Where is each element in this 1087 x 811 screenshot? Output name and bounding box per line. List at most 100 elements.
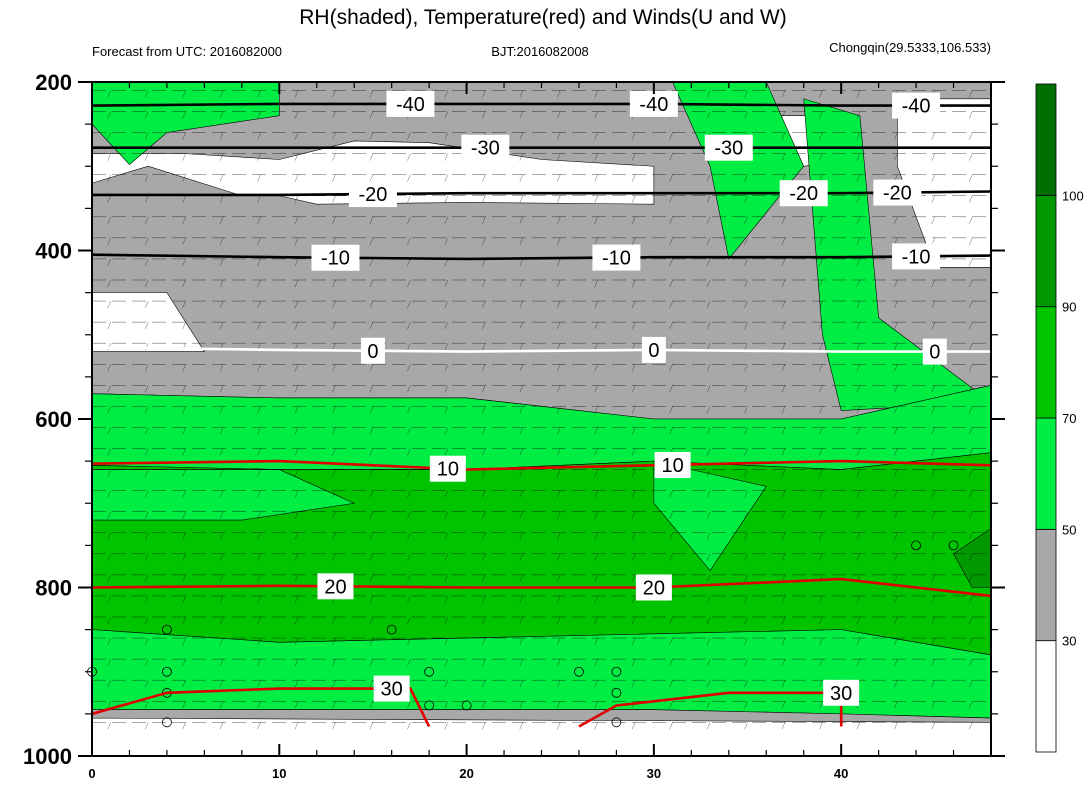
wind-barb-tick: [369, 279, 374, 288]
wind-barb-tick: [482, 322, 486, 330]
wind-barb-tick: [219, 659, 224, 667]
wind-barb-tick: [856, 469, 861, 477]
wind-barb-tick: [182, 448, 186, 456]
wind-barb-tick: [819, 553, 823, 561]
rh-light-patch-1: [653, 460, 767, 572]
wind-barb-tick: [519, 616, 524, 625]
wind-barb-tick: [556, 511, 561, 519]
wind-barb-tick: [969, 722, 973, 730]
wind-barb-tick: [444, 427, 449, 435]
wind-barb-tick: [819, 279, 823, 288]
wind-barb-tick: [107, 616, 111, 625]
wind-barb-tick: [219, 90, 224, 98]
wind-barb-tick: [294, 532, 299, 540]
wind-barb-tick: [931, 364, 936, 372]
wind-barb-tick: [706, 322, 711, 330]
wind-barb-tick: [669, 659, 673, 667]
wind-barb-tick: [894, 448, 898, 456]
wind-barb-tick: [519, 701, 524, 709]
wind-barb-tick: [482, 637, 486, 646]
wind-barb-tick: [781, 680, 786, 688]
wind-barb-tick: [519, 279, 524, 288]
wind-barb-tick: [819, 90, 823, 98]
wind-barb-tick: [444, 132, 449, 140]
wind-barb-tick: [294, 111, 299, 119]
wind-barb-tick: [182, 532, 186, 540]
wind-barb-tick: [781, 258, 786, 267]
calm-wind-circle: [424, 700, 435, 711]
contour-label: 30: [381, 679, 403, 701]
wind-barb-tick: [182, 616, 186, 625]
wind-barb-tick: [744, 448, 748, 456]
wind-barb-tick: [407, 469, 411, 477]
contour-label-box: [461, 134, 510, 161]
wind-barb-tick: [556, 595, 561, 604]
wind-barb-tick: [407, 195, 411, 203]
y-tick-label: 600: [35, 407, 72, 432]
wind-barb-tick: [594, 343, 598, 351]
wind-barb-tick: [182, 427, 186, 435]
wind-barb-tick: [744, 90, 748, 98]
wind-barb-tick: [856, 616, 861, 625]
wind-barb-tick: [669, 722, 673, 730]
wind-barb-tick: [969, 300, 973, 309]
wind-barb-tick: [219, 490, 224, 498]
wind-barb-tick: [706, 90, 711, 98]
wind-barb-tick: [631, 385, 636, 393]
wind-barb-tick: [969, 111, 973, 119]
wind-barb-tick: [631, 469, 636, 477]
wind-barb-tick: [744, 300, 748, 309]
wind-barb-tick: [856, 174, 861, 182]
x-tick-label: 10: [272, 766, 286, 781]
wind-barb-tick: [669, 279, 673, 288]
wind-barb-tick: [257, 511, 261, 519]
wind-barb-tick: [369, 385, 374, 393]
wind-barb-tick: [856, 511, 861, 519]
wind-barb-tick: [332, 195, 336, 203]
wind-barb-tick: [519, 574, 524, 582]
wind-barb-tick: [819, 616, 823, 625]
contour-label-box: [654, 451, 691, 478]
wind-barb-tick: [669, 132, 673, 140]
wind-barb-tick: [444, 300, 449, 309]
wind-barb-tick: [706, 532, 711, 540]
wind-barb-tick: [294, 279, 299, 288]
wind-barb-tick: [257, 595, 261, 604]
wind-barb-tick: [407, 595, 411, 604]
wind-barb-tick: [631, 300, 636, 309]
wind-barb-tick: [107, 680, 111, 688]
wind-barb-tick: [107, 279, 111, 288]
wind-barb-tick: [631, 322, 636, 330]
wind-barb-tick: [631, 595, 636, 604]
calm-wind-circle: [162, 717, 172, 728]
wind-barb-tick: [631, 616, 636, 625]
wind-barb-tick: [556, 237, 561, 245]
wind-barb-tick: [631, 553, 636, 561]
wind-barb-tick: [519, 722, 524, 730]
wind-barb-tick: [969, 237, 973, 245]
wind-barb-tick: [556, 680, 561, 688]
wind-barb-tick: [781, 490, 786, 498]
wind-barb-tick: [332, 153, 336, 161]
contour-label-box: [641, 336, 666, 363]
wind-barb-tick: [706, 448, 711, 456]
wind-barb-tick: [294, 406, 299, 414]
wind-barb-tick: [594, 427, 598, 435]
wind-barb-tick: [482, 701, 486, 709]
wind-barb-tick: [144, 680, 149, 688]
calm-wind-circle: [611, 717, 622, 728]
wind-barb-tick: [294, 427, 299, 435]
wind-barb-tick: [556, 722, 561, 730]
contour-label: -40: [902, 96, 931, 118]
wind-barb-tick: [219, 427, 224, 435]
wind-barb-tick: [819, 532, 823, 540]
wind-barb-tick: [631, 680, 636, 688]
wind-barb-tick: [444, 701, 449, 709]
contour-line-20: [91, 577, 992, 598]
wind-barb-tick: [144, 511, 149, 519]
wind-barb-tick: [819, 701, 823, 709]
wind-barb-tick: [856, 722, 861, 730]
wind-barb-tick: [144, 195, 149, 203]
wind-barb-tick: [631, 279, 636, 288]
contour-label-box: [311, 244, 360, 271]
